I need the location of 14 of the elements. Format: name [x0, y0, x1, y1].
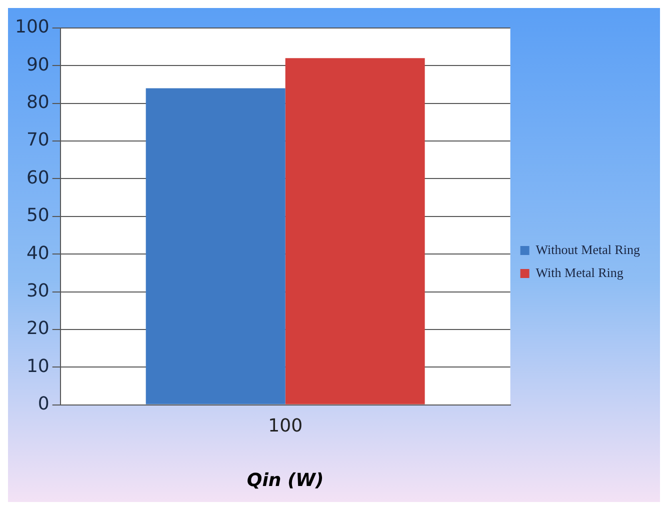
- x-axis-title: Qin (W): [246, 470, 324, 491]
- y-tick-label: 20: [26, 318, 50, 340]
- y-tick-label: 40: [26, 242, 50, 264]
- legend-label: Without Metal Ring: [536, 242, 640, 257]
- y-tick-label: 70: [26, 130, 50, 151]
- y-tick-label: 60: [26, 167, 50, 188]
- y-tick-label: 90: [26, 54, 50, 76]
- y-tick-label: 100: [14, 16, 50, 38]
- y-tick-label: 10: [26, 356, 50, 377]
- y-tick-label: 50: [26, 205, 50, 226]
- y-tick-label: 30: [26, 280, 50, 302]
- legend-label: With Metal Ring: [536, 264, 624, 280]
- y-tick-label: 80: [26, 92, 50, 114]
- y-tick-label: 0: [38, 393, 50, 414]
